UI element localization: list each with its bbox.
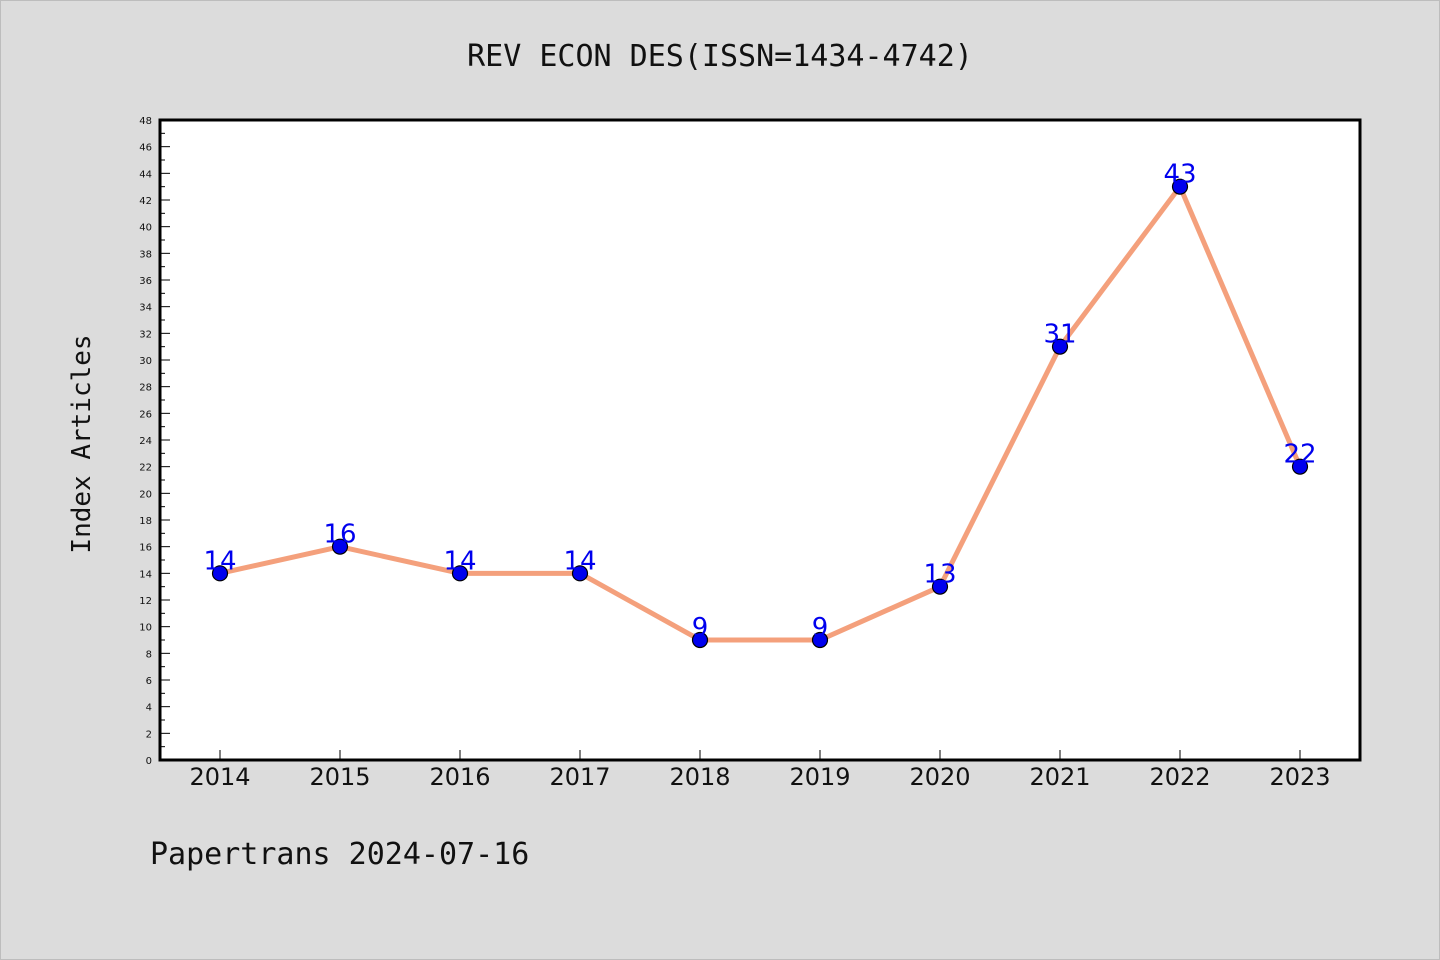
x-tick-label: 2014 (189, 763, 250, 791)
x-tick-label: 2018 (669, 763, 730, 791)
y-tick-label: 32 (139, 329, 152, 340)
plot-area (160, 120, 1360, 760)
data-label: 14 (203, 546, 236, 576)
x-axis: 2014 2015 2016 2017 2018 2019 2020 2021 2022 2023 (189, 750, 1331, 791)
y-tick-label: 24 (139, 436, 152, 447)
y-tick-label: 16 (139, 543, 152, 554)
y-tick-label: 20 (139, 489, 152, 500)
y-axis: 0246810121416182022242628303234363840424… (139, 116, 170, 767)
x-tick-label: 2019 (789, 763, 850, 791)
y-tick-label: 30 (139, 356, 152, 367)
footer-credit: Papertrans 2024-07-16 (150, 837, 529, 872)
x-tick-label: 2021 (1029, 763, 1090, 791)
y-tick-label: 28 (139, 383, 152, 394)
y-tick-label: 8 (146, 649, 152, 660)
y-tick-label: 12 (139, 596, 152, 607)
y-tick-label: 22 (139, 463, 152, 474)
data-labels: 14 16 14 14 9 9 13 31 43 22 (203, 160, 1316, 643)
chart-title: REV ECON DES(ISSN=1434-4742) (467, 39, 973, 74)
data-point (691, 631, 709, 649)
series-line-group (217, 184, 1303, 643)
x-tick-label: 2017 (549, 763, 610, 791)
data-point (1051, 338, 1069, 355)
data-label: 14 (563, 546, 596, 576)
y-tick-label: 14 (139, 569, 152, 580)
y-tick-label: 42 (139, 196, 152, 207)
y-tick-label: 0 (146, 756, 152, 767)
y-tick-label: 10 (139, 623, 152, 634)
data-point (1171, 178, 1189, 195)
y-tick-label: 6 (146, 676, 152, 687)
data-point (1291, 458, 1309, 475)
data-point (571, 565, 589, 582)
x-tick-label: 2015 (309, 763, 370, 791)
data-point (931, 578, 949, 595)
y-tick-label: 38 (139, 249, 152, 260)
y-tick-label: 2 (146, 729, 152, 740)
y-tick-label: 44 (139, 169, 152, 180)
data-label: 31 (1043, 320, 1076, 350)
x-tick-label: 2016 (429, 763, 490, 791)
data-label: 22 (1283, 440, 1316, 470)
y-axis-label: Index Articles (67, 334, 97, 553)
y-tick-label: 40 (139, 223, 152, 234)
x-tick-label: 2023 (1269, 763, 1330, 791)
y-tick-label: 48 (139, 116, 152, 127)
series-line (217, 184, 1303, 643)
x-tick-label: 2022 (1149, 763, 1210, 791)
data-point (331, 538, 349, 555)
plot-frame (158, 118, 1362, 762)
y-tick-label: 34 (139, 303, 152, 314)
y-tick-label: 18 (139, 516, 152, 527)
x-tick-label: 2020 (909, 763, 970, 791)
data-point (211, 565, 229, 582)
data-label: 16 (323, 520, 356, 550)
series-markers (211, 178, 1309, 649)
data-point (811, 631, 829, 649)
y-tick-label: 26 (139, 409, 152, 420)
y-tick-label: 46 (139, 143, 152, 154)
data-point (451, 565, 469, 582)
data-label: 13 (923, 560, 956, 590)
data-label: 9 (812, 613, 829, 643)
data-label: 14 (443, 546, 476, 576)
data-label: 43 (1163, 160, 1196, 190)
data-label: 9 (692, 613, 709, 643)
y-tick-label: 36 (139, 276, 152, 287)
y-tick-label: 4 (146, 703, 152, 714)
